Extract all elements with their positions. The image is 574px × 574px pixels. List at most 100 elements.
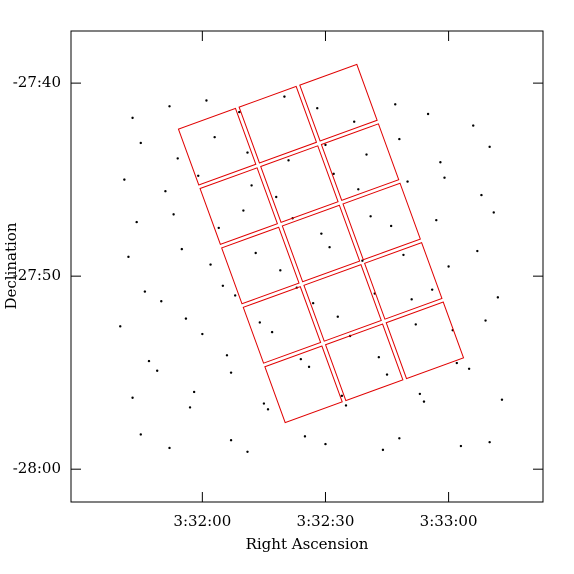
point	[324, 442, 327, 446]
point	[467, 367, 471, 371]
point	[344, 404, 348, 407]
point	[127, 255, 130, 259]
point	[488, 440, 491, 444]
point	[180, 247, 184, 251]
point	[139, 433, 142, 436]
footprint-cell	[320, 123, 400, 201]
point	[287, 159, 290, 162]
footprint-cell	[238, 85, 318, 164]
point	[365, 153, 368, 156]
point	[299, 357, 303, 361]
y-tick-label: -27:50	[13, 266, 61, 284]
footprint-cell	[281, 204, 361, 283]
point	[242, 209, 245, 212]
footprint-cell	[177, 107, 257, 186]
point	[172, 213, 175, 216]
point	[476, 249, 479, 253]
point	[119, 325, 122, 328]
point	[258, 321, 261, 324]
point	[164, 190, 167, 193]
point	[155, 369, 159, 372]
point	[143, 290, 147, 293]
point	[447, 265, 450, 268]
footprint-cell	[260, 145, 339, 223]
point	[484, 319, 487, 322]
point	[328, 245, 331, 249]
footprint-cell	[299, 63, 378, 142]
point	[385, 373, 389, 376]
point	[201, 332, 204, 336]
footprint-cell	[385, 301, 465, 380]
point	[435, 218, 438, 222]
point	[168, 105, 171, 108]
y-tick-label: -28:00	[13, 459, 61, 477]
footprint-cell	[221, 226, 300, 305]
point	[238, 110, 241, 114]
point	[184, 317, 188, 320]
point	[246, 151, 249, 154]
point	[422, 400, 426, 403]
x-tick-label: 3:32:30	[297, 512, 355, 530]
point	[168, 446, 171, 450]
point	[492, 211, 495, 214]
point	[209, 263, 212, 266]
point	[229, 371, 233, 374]
y-axis-label: Declination	[2, 222, 20, 309]
point	[426, 112, 430, 116]
point	[320, 232, 323, 235]
point	[410, 298, 413, 301]
point	[229, 439, 233, 442]
point	[488, 145, 491, 149]
point	[192, 390, 196, 394]
point	[217, 226, 220, 230]
point	[303, 435, 307, 438]
plot-frame	[70, 30, 544, 503]
point	[414, 323, 417, 326]
point	[283, 95, 286, 98]
point	[197, 174, 200, 177]
point	[221, 284, 225, 288]
y-tick-label: -27:40	[13, 73, 61, 91]
point	[500, 398, 504, 401]
point	[353, 120, 356, 123]
footprint-cell	[324, 323, 404, 402]
point	[455, 361, 459, 365]
point	[418, 392, 422, 396]
point	[131, 116, 134, 120]
point	[311, 301, 315, 305]
point	[225, 354, 229, 357]
point	[336, 315, 339, 318]
points	[119, 95, 504, 454]
point	[246, 450, 249, 454]
point	[480, 193, 483, 197]
point	[270, 330, 274, 334]
x-tick-label: 3:32:00	[173, 512, 231, 530]
point	[205, 99, 208, 102]
point	[307, 365, 311, 369]
point	[324, 143, 327, 147]
point	[332, 172, 335, 176]
point	[340, 394, 344, 398]
point	[394, 103, 397, 106]
point	[369, 215, 372, 218]
point	[439, 161, 442, 164]
point	[135, 220, 138, 224]
point	[279, 269, 282, 272]
point	[262, 402, 266, 405]
point	[402, 253, 405, 257]
point	[160, 300, 163, 303]
footprint-grid	[177, 63, 465, 424]
point	[213, 135, 216, 139]
point	[430, 288, 434, 291]
point	[316, 107, 319, 110]
point	[233, 294, 237, 297]
point	[176, 157, 179, 160]
point	[406, 180, 409, 183]
point	[398, 137, 401, 141]
point	[131, 396, 134, 399]
point	[266, 408, 270, 411]
point	[381, 448, 385, 452]
point	[188, 406, 192, 409]
